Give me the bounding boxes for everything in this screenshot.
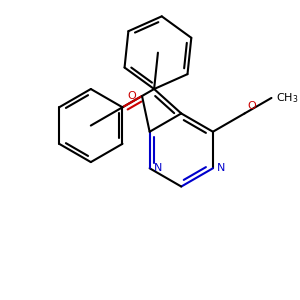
Text: N: N	[217, 163, 226, 173]
Text: N: N	[154, 163, 162, 173]
Text: O: O	[248, 101, 256, 111]
Text: O: O	[128, 91, 136, 101]
Text: CH$_3$: CH$_3$	[276, 91, 298, 105]
